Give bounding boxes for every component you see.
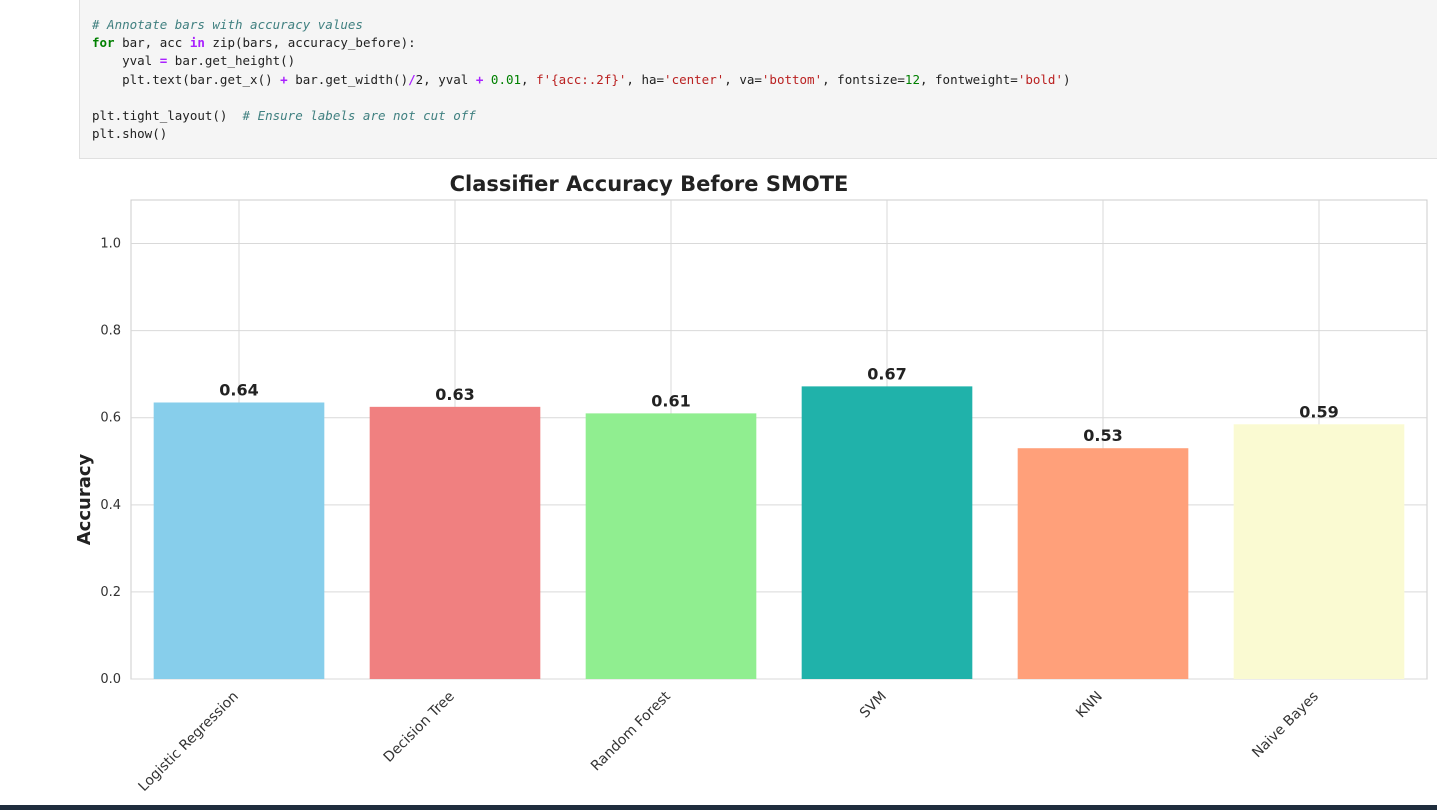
- code-token: 'bottom': [761, 71, 823, 87]
- bar: [585, 413, 757, 679]
- y-tick-label: 0.8: [100, 324, 121, 339]
- code-token: # Annotate bars with accuracy values: [92, 17, 363, 32]
- bar: [801, 386, 973, 679]
- code-line: yval = bar.get_height(): [92, 52, 1071, 70]
- code-line: # Annotate bars with accuracy values: [92, 16, 1071, 34]
- bar-value-label: 0.64: [219, 380, 258, 399]
- code-token: 'center': [664, 71, 725, 87]
- code-token: zip(bars, accuracy_before):: [204, 35, 416, 51]
- bar: [1017, 448, 1189, 679]
- bar-value-label: 0.53: [1083, 426, 1122, 445]
- code-token: 'bold': [1017, 71, 1063, 87]
- code-token: 12: [904, 71, 920, 87]
- x-tick-label: Logistic Regression: [136, 689, 242, 795]
- bar-value-label: 0.59: [1299, 402, 1338, 421]
- code-token: yval: [92, 53, 160, 69]
- y-tick-label: 0.2: [100, 585, 121, 600]
- code-token: , fontweight=: [919, 71, 1018, 87]
- code-token: , fontsize=: [822, 71, 905, 87]
- code-token: /: [408, 71, 416, 87]
- code-token: f'{acc:.2f}': [536, 71, 627, 87]
- chart-title: Classifier Accuracy Before SMOTE: [450, 172, 849, 196]
- code-token: ): [1062, 71, 1071, 87]
- code-token: [483, 72, 491, 87]
- code-token: plt.show(): [92, 126, 168, 142]
- code-token: , ha=: [626, 71, 665, 87]
- bar-value-label: 0.63: [435, 385, 474, 404]
- y-axis-label: Accuracy: [74, 453, 95, 545]
- bar: [1233, 424, 1405, 679]
- code-token: +: [280, 71, 288, 87]
- y-tick-label: 1.0: [100, 237, 121, 252]
- plot-area: [130, 199, 1428, 680]
- bar-value-label: 0.67: [867, 364, 906, 383]
- x-tick-label: SVM: [857, 689, 890, 722]
- y-tick-label: 0.0: [100, 672, 121, 687]
- taskbar-strip: [0, 805, 1437, 810]
- code-token: bar, acc: [114, 35, 190, 51]
- bar: [153, 402, 325, 679]
- code-token: +: [475, 71, 484, 87]
- y-tick-label: 0.4: [100, 498, 121, 513]
- code-line: [92, 89, 1071, 107]
- code-token: 0.01: [490, 71, 522, 87]
- code-token: # Ensure labels are not cut off: [242, 107, 476, 123]
- code-token: =: [159, 53, 168, 69]
- bar-chart: 0.0 0.2 0.4 0.6 0.8 1.0 0.64 Logistic Regressio…: [74, 172, 1428, 795]
- code-token: bar.get_height(): [167, 53, 296, 69]
- x-tick-label: Random Forest: [588, 688, 674, 774]
- code-token: plt.text(bar.get_x(): [92, 71, 281, 87]
- code-line: for bar, acc in zip(bars, accuracy_befor…: [92, 34, 1071, 52]
- code-editor[interactable]: # Annotate bars with accuracy values for …: [92, 16, 1071, 143]
- code-line: plt.text(bar.get_x() + bar.get_width()/2…: [92, 71, 1071, 89]
- bar-value-label: 0.61: [651, 391, 690, 410]
- code-token: , va=: [724, 71, 762, 87]
- x-tick-label: Naive Bayes: [1249, 689, 1322, 762]
- x-tick-label: Decision Tree: [381, 689, 458, 766]
- code-token: bar.get_width(): [287, 71, 409, 87]
- code-token: in: [189, 35, 205, 51]
- code-line: plt.tight_layout() # Ensure labels are n…: [92, 107, 1071, 125]
- code-cell[interactable]: # Annotate bars with accuracy values for …: [79, 0, 1437, 159]
- code-line: plt.show(): [92, 125, 1071, 143]
- code-token: 2, yval: [415, 71, 476, 87]
- code-token: for: [92, 35, 115, 51]
- x-tick-label: KNN: [1073, 689, 1106, 722]
- code-token: plt.tight_layout(): [92, 107, 243, 123]
- code-token: ,: [521, 71, 537, 87]
- y-tick-label: 0.6: [100, 411, 121, 426]
- bar: [369, 406, 541, 679]
